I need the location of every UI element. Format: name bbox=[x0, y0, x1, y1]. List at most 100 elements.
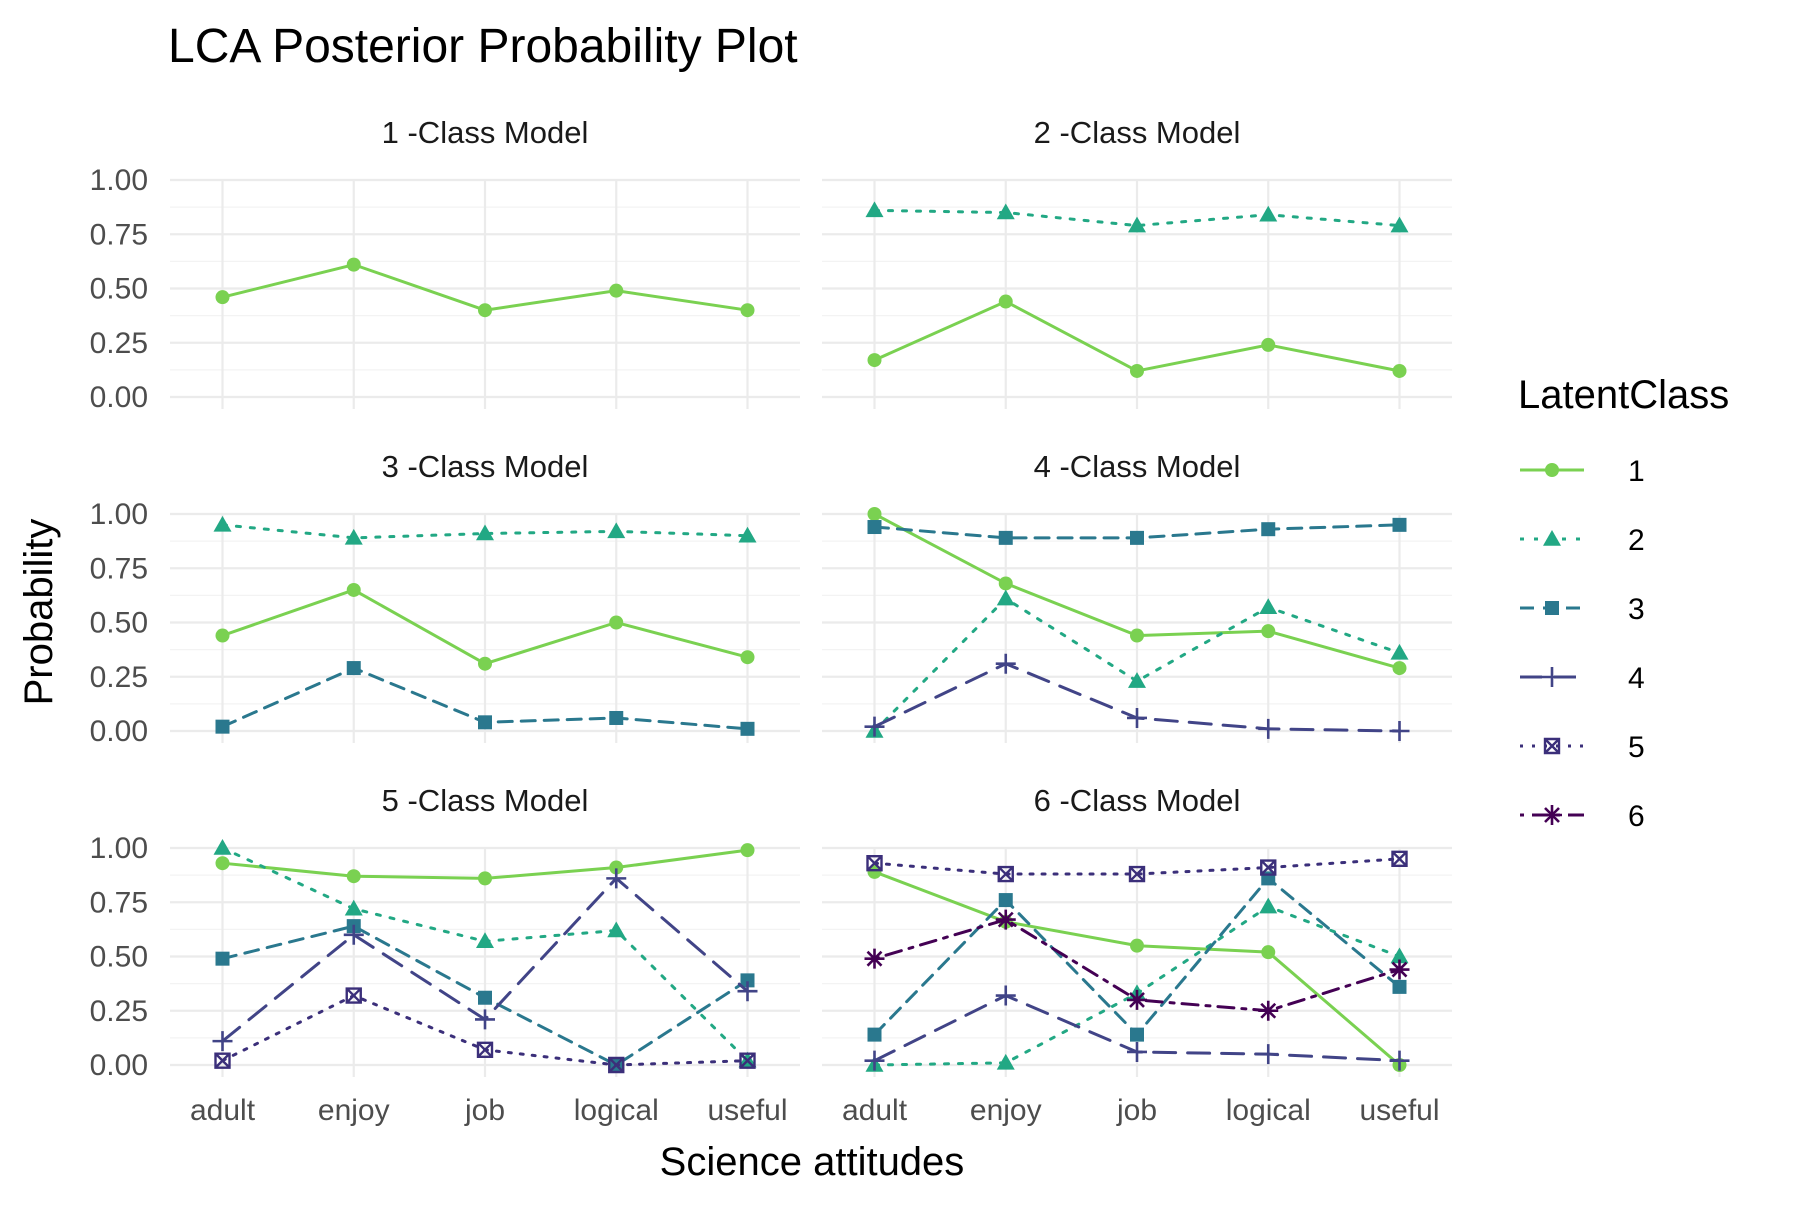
data-point bbox=[607, 522, 626, 539]
facet-title: 1 -Class Model bbox=[382, 115, 589, 150]
data-point bbox=[215, 951, 230, 966]
legend-label: 6 bbox=[1628, 800, 1645, 833]
data-point bbox=[1130, 530, 1144, 545]
data-point bbox=[344, 899, 363, 916]
data-point bbox=[1389, 1050, 1410, 1071]
series-class-4 bbox=[864, 653, 1410, 741]
legend-key-marker bbox=[1542, 667, 1562, 687]
y-tick-label: 0.00 bbox=[90, 715, 148, 748]
series-class-2 bbox=[865, 201, 1409, 233]
data-point bbox=[1392, 661, 1407, 676]
data-point bbox=[346, 257, 361, 272]
series-line bbox=[873, 208, 1401, 228]
data-point bbox=[738, 526, 757, 543]
x-axis-title: Science attitudes bbox=[660, 1140, 965, 1184]
data-point bbox=[1259, 205, 1278, 222]
data-point bbox=[1130, 628, 1144, 643]
data-point bbox=[867, 353, 882, 368]
data-point bbox=[1392, 363, 1407, 378]
y-tick-label: 0.25 bbox=[90, 995, 148, 1028]
x-tick-label: enjoy bbox=[318, 1094, 390, 1127]
data-point bbox=[1261, 337, 1276, 352]
data-point bbox=[740, 721, 755, 736]
data-point bbox=[998, 530, 1013, 545]
data-point bbox=[996, 589, 1015, 606]
legend: LatentClass 1 2 3 4 5 6 bbox=[1518, 373, 1729, 833]
y-tick-label: 0.75 bbox=[90, 218, 148, 251]
data-point bbox=[740, 973, 755, 988]
data-point bbox=[608, 1056, 625, 1074]
legend-label: 2 bbox=[1628, 524, 1645, 557]
data-point bbox=[867, 520, 882, 535]
data-point bbox=[476, 1041, 494, 1059]
data-point bbox=[609, 615, 624, 630]
facet-panels: 1 -Class Model 0.00 0.25 0.50 0.75 1.00 2 -Cla… bbox=[90, 115, 1452, 1127]
data-point bbox=[609, 283, 624, 298]
data-point bbox=[998, 893, 1013, 908]
data-point bbox=[478, 990, 492, 1005]
data-point bbox=[478, 715, 492, 730]
x-tick-label: logical bbox=[1226, 1094, 1311, 1127]
series-class-1 bbox=[215, 582, 755, 671]
data-point bbox=[476, 932, 494, 949]
data-point bbox=[1260, 859, 1277, 876]
y-tick-label: 0.50 bbox=[90, 941, 148, 974]
legend-key-marker bbox=[1545, 463, 1559, 477]
data-point bbox=[1390, 216, 1409, 233]
data-point bbox=[866, 854, 883, 872]
legend-item: 2 bbox=[1520, 524, 1645, 557]
data-point bbox=[343, 924, 364, 945]
x-tick-label: job bbox=[464, 1094, 505, 1127]
data-point bbox=[215, 290, 230, 305]
data-point bbox=[345, 987, 362, 1004]
legend-key-marker bbox=[1545, 601, 1559, 615]
data-point bbox=[1127, 989, 1147, 1010]
data-point bbox=[998, 576, 1013, 591]
data-point bbox=[1261, 522, 1276, 537]
data-point bbox=[213, 839, 232, 855]
data-point bbox=[1261, 945, 1276, 960]
legend-item: 6 bbox=[1520, 800, 1645, 833]
data-point bbox=[995, 985, 1016, 1006]
data-point bbox=[475, 1009, 495, 1030]
data-point bbox=[995, 653, 1016, 674]
y-tick-label: 0.75 bbox=[90, 886, 148, 919]
facet-title: 4 -Class Model bbox=[1034, 449, 1241, 484]
series-class-6 bbox=[864, 909, 1410, 1021]
data-point bbox=[1258, 1000, 1279, 1021]
data-point bbox=[1258, 1044, 1279, 1065]
data-point bbox=[1389, 959, 1410, 980]
y-tick-label: 0.25 bbox=[90, 661, 148, 694]
data-point bbox=[865, 201, 884, 218]
data-point bbox=[476, 524, 494, 541]
data-point bbox=[740, 650, 755, 665]
y-tick-label: 0.00 bbox=[90, 1049, 148, 1082]
data-point bbox=[606, 868, 627, 889]
y-axis-title: Probability bbox=[17, 519, 61, 706]
data-point bbox=[1130, 363, 1144, 378]
y-tick-label: 0.50 bbox=[90, 607, 148, 640]
data-point bbox=[1261, 624, 1276, 639]
data-point bbox=[1392, 517, 1407, 532]
legend-key-marker bbox=[1543, 530, 1561, 546]
data-point bbox=[1128, 865, 1146, 883]
facet-panel: 4 -Class Model bbox=[822, 449, 1452, 743]
data-point bbox=[1392, 979, 1407, 994]
data-point bbox=[1258, 718, 1279, 739]
data-point bbox=[478, 656, 492, 671]
data-point bbox=[215, 856, 230, 871]
y-tick-label: 1.00 bbox=[90, 498, 148, 531]
y-tick-label: 0.50 bbox=[90, 273, 148, 306]
series-class-3 bbox=[215, 661, 755, 736]
legend-item: 1 bbox=[1520, 455, 1645, 488]
data-point bbox=[996, 1053, 1015, 1070]
data-point bbox=[867, 507, 882, 521]
x-tick-label: enjoy bbox=[970, 1094, 1042, 1127]
series-class-1 bbox=[867, 507, 1407, 676]
x-tick-label: useful bbox=[1359, 1094, 1439, 1127]
x-tick-label: logical bbox=[574, 1094, 659, 1127]
data-point bbox=[864, 1050, 885, 1071]
data-point bbox=[864, 716, 885, 737]
